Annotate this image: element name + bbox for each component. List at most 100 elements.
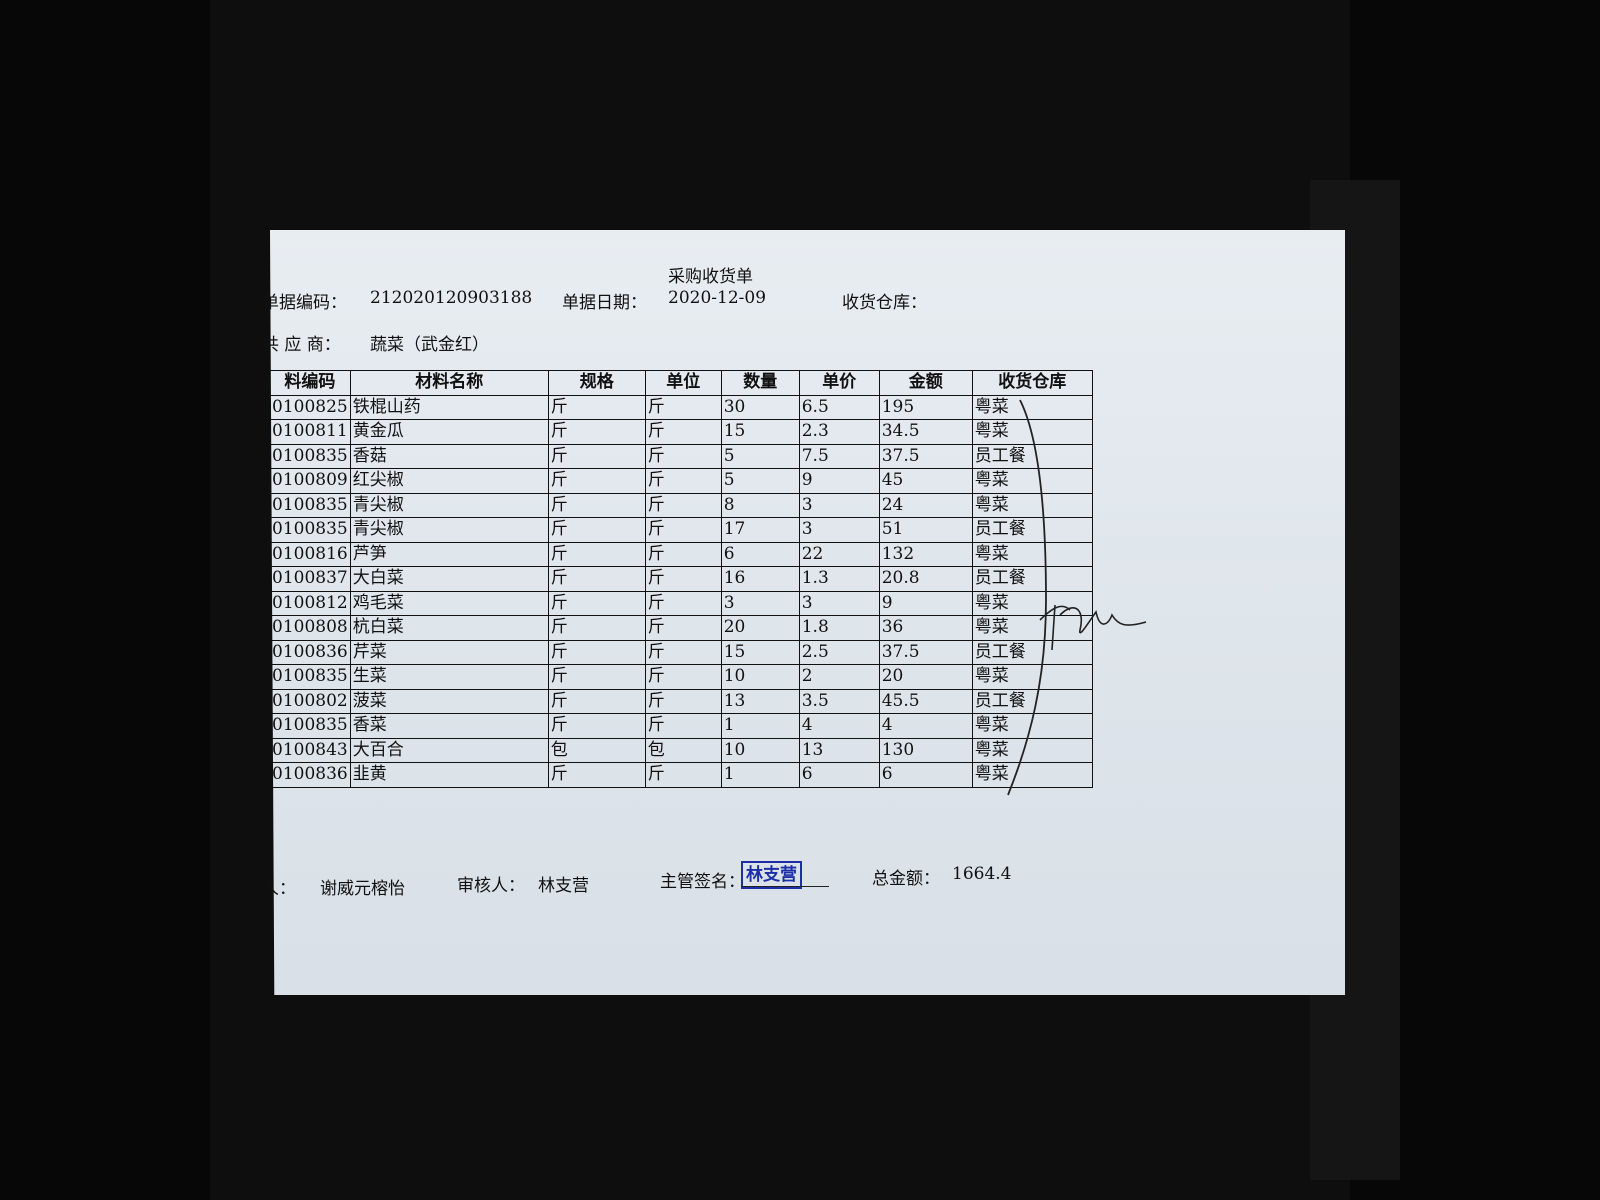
cell-warehouse: 粤菜 bbox=[971, 737, 1093, 763]
cell-qty: 30 bbox=[720, 394, 800, 420]
cell-warehouse: 粤菜 bbox=[971, 664, 1093, 690]
cell-qty: 1 bbox=[720, 762, 800, 788]
table-row: 0100836 韭黄斤斤 1 6 6 粤菜 bbox=[270, 762, 1093, 788]
cell-qty: 10 bbox=[720, 737, 800, 763]
cell-name: 铁棍山药 bbox=[349, 394, 549, 420]
cell-spec: 斤 bbox=[547, 590, 646, 616]
header-amount: 金额 bbox=[878, 370, 973, 396]
cell-amount: 45 bbox=[878, 468, 973, 494]
cell-code: 0100835 bbox=[270, 443, 351, 469]
cell-unit: 斤 bbox=[644, 541, 722, 567]
cell-qty: 15 bbox=[720, 639, 800, 665]
cell-amount: 4 bbox=[878, 713, 973, 739]
reviewer-label: 审核人： bbox=[457, 876, 525, 896]
table-row: 0100835 青尖椒斤斤 17 3 51 员工餐 bbox=[270, 517, 1093, 543]
cell-amount: 130 bbox=[878, 737, 973, 763]
cell-code: 0100802 bbox=[270, 688, 351, 714]
table-row: 0100811 黄金瓜斤斤 15 2.3 34.5 粤菜 bbox=[270, 419, 1093, 445]
cell-warehouse: 粤菜 bbox=[971, 492, 1093, 518]
cell-name: 青尖椒 bbox=[349, 517, 549, 543]
cell-name: 韭黄 bbox=[349, 762, 549, 788]
cell-qty: 16 bbox=[720, 566, 800, 592]
cell-unit: 斤 bbox=[644, 443, 722, 469]
supplier-label: 共 应 商： bbox=[262, 335, 341, 355]
cell-unit: 斤 bbox=[644, 492, 722, 518]
header-spec: 规格 bbox=[547, 370, 646, 396]
cell-code: 0100835 bbox=[270, 713, 351, 739]
total-amount: 1664.4 bbox=[952, 864, 1012, 884]
cell-code: 0100816 bbox=[270, 541, 351, 567]
table-row: 0100812 鸡毛菜斤斤 3 3 9 粤菜 bbox=[270, 590, 1093, 616]
table-row: 0100843 大百合包包 10 13 130 粤菜 bbox=[270, 737, 1093, 763]
cell-name: 黄金瓜 bbox=[349, 419, 549, 445]
cell-code: 0100809 bbox=[270, 468, 351, 494]
cell-amount: 51 bbox=[878, 517, 973, 543]
cell-code: 0100835 bbox=[270, 517, 351, 543]
doc-no-label: 单据编码： bbox=[262, 293, 347, 313]
cell-spec: 包 bbox=[547, 737, 646, 763]
cell-warehouse: 粤菜 bbox=[971, 615, 1093, 641]
cell-amount: 9 bbox=[878, 590, 973, 616]
manager-label: 主管签名： bbox=[660, 872, 745, 892]
cell-qty: 17 bbox=[720, 517, 800, 543]
cell-name: 杭白菜 bbox=[349, 615, 549, 641]
cell-name: 芦笋 bbox=[349, 541, 549, 567]
cell-unit: 斤 bbox=[644, 713, 722, 739]
cell-code: 0100835 bbox=[270, 492, 351, 518]
cell-unit: 斤 bbox=[644, 615, 722, 641]
cell-price: 3 bbox=[798, 590, 880, 616]
cell-qty: 5 bbox=[720, 468, 800, 494]
cell-name: 鸡毛菜 bbox=[349, 590, 549, 616]
cell-code: 0100843 bbox=[270, 737, 351, 763]
cell-unit: 斤 bbox=[644, 566, 722, 592]
supplier: 蔬菜（武金红） bbox=[370, 335, 489, 355]
cell-code: 0100835 bbox=[270, 664, 351, 690]
cell-unit: 斤 bbox=[644, 688, 722, 714]
total-label: 总金额： bbox=[872, 869, 940, 889]
cell-unit: 斤 bbox=[644, 394, 722, 420]
cell-price: 7.5 bbox=[798, 443, 880, 469]
maker-label: 人： bbox=[262, 879, 296, 899]
cell-amount: 45.5 bbox=[878, 688, 973, 714]
cell-code: 0100836 bbox=[270, 762, 351, 788]
cell-warehouse: 员工餐 bbox=[971, 443, 1093, 469]
manager-stamp: 林支营 bbox=[741, 861, 802, 889]
cell-price: 6 bbox=[798, 762, 880, 788]
document-title: 采购收货单 bbox=[668, 267, 753, 287]
cell-name: 菠菜 bbox=[349, 688, 549, 714]
cell-spec: 斤 bbox=[547, 468, 646, 494]
cell-spec: 斤 bbox=[547, 394, 646, 420]
cell-unit: 斤 bbox=[644, 468, 722, 494]
cell-warehouse: 员工餐 bbox=[971, 688, 1093, 714]
cell-spec: 斤 bbox=[547, 419, 646, 445]
table-row: 0100836 芹菜斤斤 15 2.5 37.5 员工餐 bbox=[270, 639, 1093, 665]
table-row: 0100835 香菜斤斤 1 4 4 粤菜 bbox=[270, 713, 1093, 739]
warehouse-label: 收货仓库： bbox=[842, 293, 927, 313]
cell-spec: 斤 bbox=[547, 615, 646, 641]
cell-price: 1.3 bbox=[798, 566, 880, 592]
table-row: 0100825 铁棍山药斤斤 30 6.5 195 粤菜 bbox=[270, 394, 1093, 420]
table-row: 0100802 菠菜斤斤 13 3.5 45.5 员工餐 bbox=[270, 688, 1093, 714]
cell-price: 3.5 bbox=[798, 688, 880, 714]
doc-date-label: 单据日期： bbox=[562, 293, 647, 313]
cell-name: 青尖椒 bbox=[349, 492, 549, 518]
cell-name: 大白菜 bbox=[349, 566, 549, 592]
cell-spec: 斤 bbox=[547, 517, 646, 543]
cell-qty: 20 bbox=[720, 615, 800, 641]
cell-code: 0100811 bbox=[270, 419, 351, 445]
cell-spec: 斤 bbox=[547, 713, 646, 739]
doc-no: 212020120903188 bbox=[370, 288, 533, 308]
cell-price: 1.8 bbox=[798, 615, 880, 641]
cell-unit: 斤 bbox=[644, 639, 722, 665]
table-row: 0100835 青尖椒斤斤 8 3 24 粤菜 bbox=[270, 492, 1093, 518]
doc-date: 2020-12-09 bbox=[668, 288, 767, 308]
cell-name: 香菇 bbox=[349, 443, 549, 469]
cell-code: 0100808 bbox=[270, 615, 351, 641]
cell-spec: 斤 bbox=[547, 566, 646, 592]
reviewer: 林支营 bbox=[538, 876, 589, 896]
maker: 谢威元榕怡 bbox=[320, 879, 405, 899]
signature-underline bbox=[741, 886, 829, 887]
cell-unit: 斤 bbox=[644, 517, 722, 543]
table-row: 0100808 杭白菜斤斤 20 1.8 36 粤菜 bbox=[270, 615, 1093, 641]
